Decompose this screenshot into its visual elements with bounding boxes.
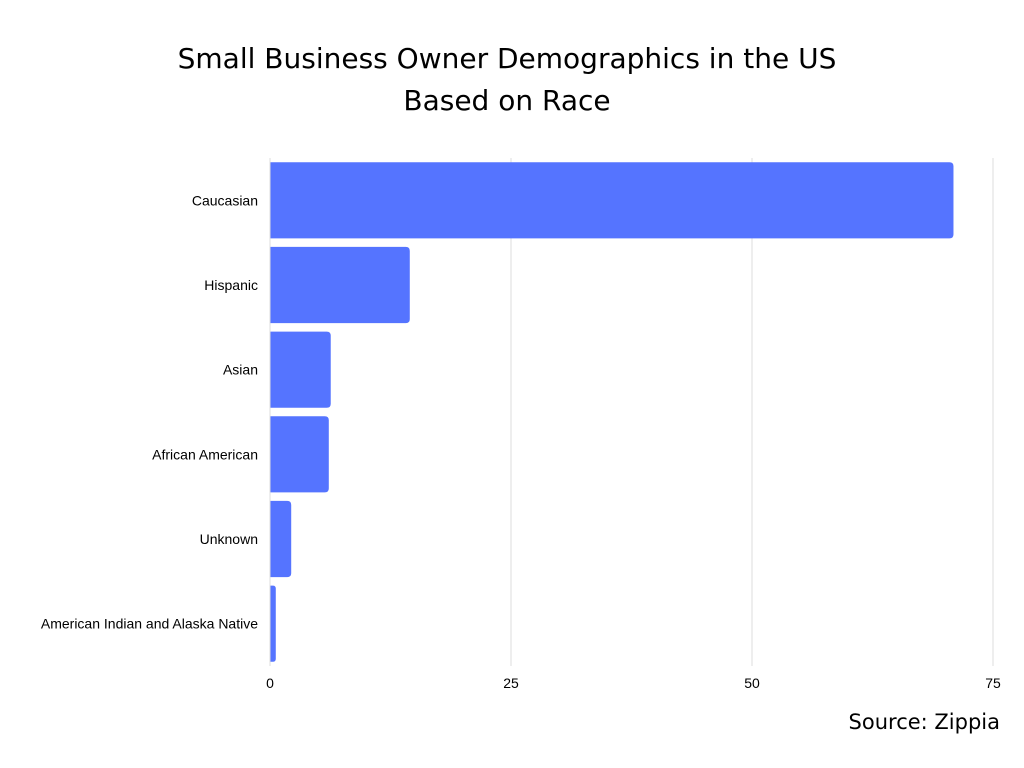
bar-american-indian-and-alaska-native [270, 585, 276, 662]
chart-title-line-2: Based on Race [403, 84, 611, 117]
chart-title-line-1: Small Business Owner Demographics in the… [177, 42, 837, 75]
chart-title: Small Business Owner Demographics in the… [0, 38, 1014, 122]
x-tick-label: 50 [744, 675, 760, 691]
category-label: Unknown [200, 531, 258, 547]
bar-layer [270, 162, 954, 662]
category-label: Asian [223, 362, 258, 378]
category-label: African American [152, 446, 258, 462]
x-tick-label: 75 [985, 675, 1001, 691]
bar-unknown [270, 500, 292, 578]
label-layer: 0 25 50 75 Caucasian Hispanic Asian African Ame… [41, 192, 1001, 691]
bar-hispanic [270, 246, 410, 324]
bar-african-american [270, 416, 329, 493]
category-label: Caucasian [192, 192, 258, 208]
grid-layer [510, 158, 994, 666]
category-label: American Indian and Alaska Native [41, 616, 258, 632]
x-tick-label: 0 [266, 675, 274, 691]
bar-caucasian [270, 162, 954, 239]
x-tick-label: 25 [503, 675, 519, 691]
category-label: Hispanic [204, 277, 258, 293]
bar-asian [270, 331, 331, 408]
source-note: Source: Zippia [848, 710, 1000, 734]
